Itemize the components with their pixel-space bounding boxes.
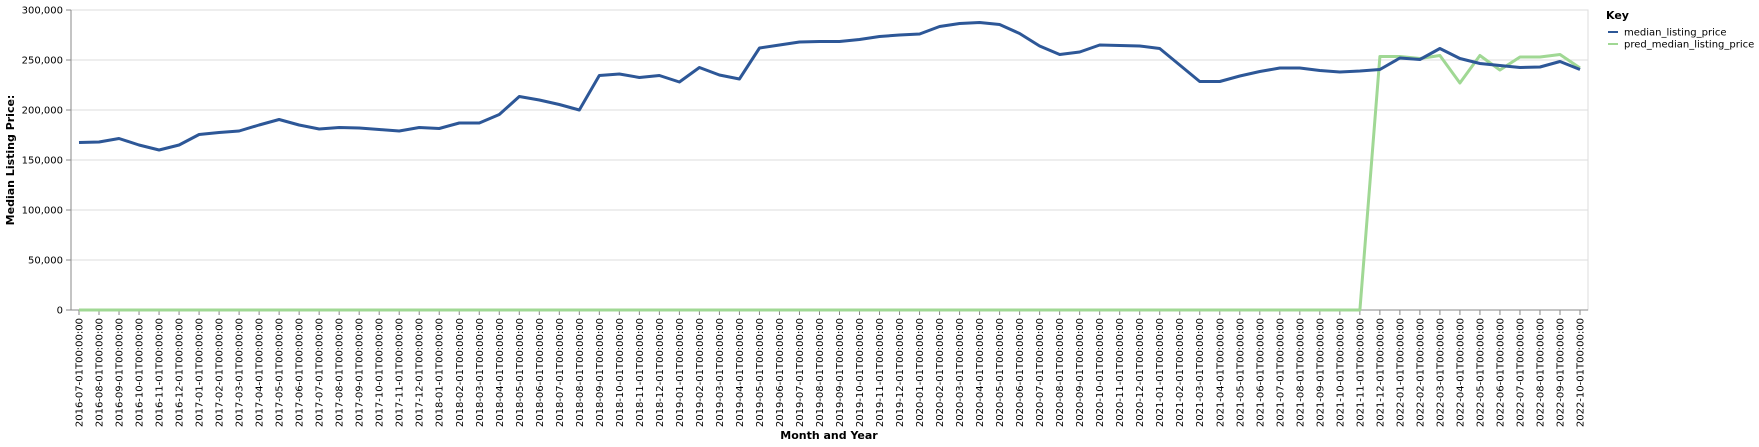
x-tick-label: 2022-10-01T00:00:00 — [1576, 318, 1587, 427]
x-tick-label: 2017-10-01T00:00:00 — [375, 318, 386, 427]
x-tick-label: 2020-12-01T00:00:00 — [1135, 318, 1146, 427]
x-tick-label: 2020-01-01T00:00:00 — [915, 318, 926, 427]
x-tick-label: 2016-10-01T00:00:00 — [135, 318, 146, 427]
x-tick-label: 2017-03-01T00:00:00 — [235, 318, 246, 427]
y-axis-title: Median Listing Price: — [4, 95, 17, 226]
x-tick-label: 2018-10-01T00:00:00 — [615, 318, 626, 427]
x-tick-label: 2021-04-01T00:00:00 — [1215, 318, 1226, 427]
x-tick-label: 2021-01-01T00:00:00 — [1155, 318, 1166, 427]
x-tick-label: 2020-02-01T00:00:00 — [935, 318, 946, 427]
series-line-median_listing_price — [78, 21, 1581, 152]
x-tick-label: 2018-11-01T00:00:00 — [635, 318, 646, 427]
x-tick-label: 2022-03-01T00:00:00 — [1435, 318, 1446, 427]
x-tick-label: 2018-01-01T00:00:00 — [435, 318, 446, 427]
x-tick-label: 2020-05-01T00:00:00 — [995, 318, 1006, 427]
y-tick-label: 100,000 — [22, 206, 63, 217]
legend-label: pred_median_listing_price — [1624, 40, 1754, 51]
x-tick-label: 2018-12-01T00:00:00 — [655, 318, 666, 427]
x-tick-label: 2021-09-01T00:00:00 — [1315, 318, 1326, 427]
x-tick-label: 2020-11-01T00:00:00 — [1115, 318, 1126, 427]
x-tick-label: 2018-03-01T00:00:00 — [475, 318, 486, 427]
x-tick-label: 2018-05-01T00:00:00 — [515, 318, 526, 427]
x-tick-label: 2021-10-01T00:00:00 — [1335, 318, 1346, 427]
x-tick-label: 2022-07-01T00:00:00 — [1516, 318, 1527, 427]
x-tick-label: 2018-09-01T00:00:00 — [595, 318, 606, 427]
x-tick-label: 2016-09-01T00:00:00 — [115, 318, 126, 427]
x-tick-label: 2021-07-01T00:00:00 — [1275, 318, 1286, 427]
x-tick-label: 2016-12-01T00:00:00 — [175, 318, 186, 427]
x-tick-label: 2017-12-01T00:00:00 — [415, 318, 426, 427]
x-tick-label: 2022-08-01T00:00:00 — [1536, 318, 1547, 427]
y-tick-label: 50,000 — [28, 256, 63, 267]
x-tick-label: 2022-02-01T00:00:00 — [1415, 318, 1426, 427]
legend: Key median_listing_pricepred_median_list… — [1606, 9, 1754, 51]
x-tick-label: 2020-06-01T00:00:00 — [1015, 318, 1026, 427]
x-tick-label: 2019-07-01T00:00:00 — [795, 318, 806, 427]
x-tick-label: 2021-11-01T00:00:00 — [1355, 318, 1366, 427]
x-tick-label: 2016-11-01T00:00:00 — [155, 318, 166, 427]
x-axis: 2016-07-01T00:00:00 2016-08-01T00:00:00 20… — [71, 309, 1588, 427]
x-tick-label: 2019-06-01T00:00:00 — [775, 318, 786, 427]
x-tick-label: 2022-04-01T00:00:00 — [1455, 318, 1466, 427]
x-tick-label: 2020-08-01T00:00:00 — [1055, 318, 1066, 427]
x-tick-label: 2017-07-01T00:00:00 — [315, 318, 326, 427]
x-tick-label: 2018-06-01T00:00:00 — [535, 318, 546, 427]
x-tick-label: 2022-05-01T00:00:00 — [1475, 318, 1486, 427]
x-tick-label: 2021-03-01T00:00:00 — [1195, 318, 1206, 427]
x-tick-label: 2020-03-01T00:00:00 — [955, 318, 966, 427]
x-tick-label: 2021-12-01T00:00:00 — [1375, 318, 1386, 427]
x-tick-label: 2020-10-01T00:00:00 — [1095, 318, 1106, 427]
x-tick-label: 2019-10-01T00:00:00 — [855, 318, 866, 427]
y-tick-label: 200,000 — [22, 106, 63, 117]
x-tick-label: 2019-03-01T00:00:00 — [715, 318, 726, 427]
x-tick-label: 2022-06-01T00:00:00 — [1495, 318, 1506, 427]
x-tick-label: 2017-05-01T00:00:00 — [275, 318, 286, 427]
x-tick-label: 2016-07-01T00:00:00 — [75, 318, 86, 427]
x-tick-label: 2017-09-01T00:00:00 — [355, 318, 366, 427]
legend-title: Key — [1606, 9, 1629, 22]
x-tick-label: 2018-02-01T00:00:00 — [455, 318, 466, 427]
x-tick-label: 2019-08-01T00:00:00 — [815, 318, 826, 427]
x-tick-label: 2019-01-01T00:00:00 — [675, 318, 686, 427]
x-tick-label: 2017-11-01T00:00:00 — [395, 318, 406, 427]
x-tick-label: 2021-08-01T00:00:00 — [1295, 318, 1306, 427]
x-tick-label: 2020-07-01T00:00:00 — [1035, 318, 1046, 427]
y-axis: 0 50,000 100,000 150,000 200,000 250,000 300,0… — [22, 6, 72, 317]
x-axis-title: Month and Year — [780, 429, 878, 442]
x-tick-label: 2019-12-01T00:00:00 — [895, 318, 906, 427]
legend-label: median_listing_price — [1624, 28, 1727, 39]
x-tick-label: 2017-01-01T00:00:00 — [195, 318, 206, 427]
x-tick-label: 2018-04-01T00:00:00 — [495, 318, 506, 427]
x-tick-label: 2019-04-01T00:00:00 — [735, 318, 746, 427]
gridlines — [71, 9, 1588, 311]
x-tick-label: 2017-08-01T00:00:00 — [335, 318, 346, 427]
x-tick-label: 2018-08-01T00:00:00 — [575, 318, 586, 427]
x-tick-label: 2022-09-01T00:00:00 — [1556, 318, 1567, 427]
x-tick-label: 2019-05-01T00:00:00 — [755, 318, 766, 427]
x-tick-label: 2021-06-01T00:00:00 — [1255, 318, 1266, 427]
y-tick-label: 300,000 — [22, 6, 63, 17]
x-tick-label: 2017-02-01T00:00:00 — [215, 318, 226, 427]
y-tick-label: 250,000 — [22, 56, 63, 67]
x-tick-label: 2019-02-01T00:00:00 — [695, 318, 706, 427]
x-tick-label: 2017-06-01T00:00:00 — [295, 318, 306, 427]
x-tick-label: 2020-09-01T00:00:00 — [1075, 318, 1086, 427]
x-tick-label: 2019-11-01T00:00:00 — [875, 318, 886, 427]
x-tick-label: 2021-05-01T00:00:00 — [1235, 318, 1246, 427]
y-tick-label: 0 — [57, 306, 63, 317]
x-tick-label: 2021-02-01T00:00:00 — [1175, 318, 1186, 427]
y-tick-label: 150,000 — [22, 156, 63, 167]
x-tick-label: 2017-04-01T00:00:00 — [255, 318, 266, 427]
x-tick-label: 2020-04-01T00:00:00 — [975, 318, 986, 427]
x-tick-label: 2018-07-01T00:00:00 — [555, 318, 566, 427]
x-tick-label: 2016-08-01T00:00:00 — [95, 318, 106, 427]
x-tick-label: 2019-09-01T00:00:00 — [835, 318, 846, 427]
x-tick-label: 2022-01-01T00:00:00 — [1395, 318, 1406, 427]
series-lines — [78, 21, 1581, 312]
series-line-pred_median_listing_price — [79, 53, 1581, 312]
